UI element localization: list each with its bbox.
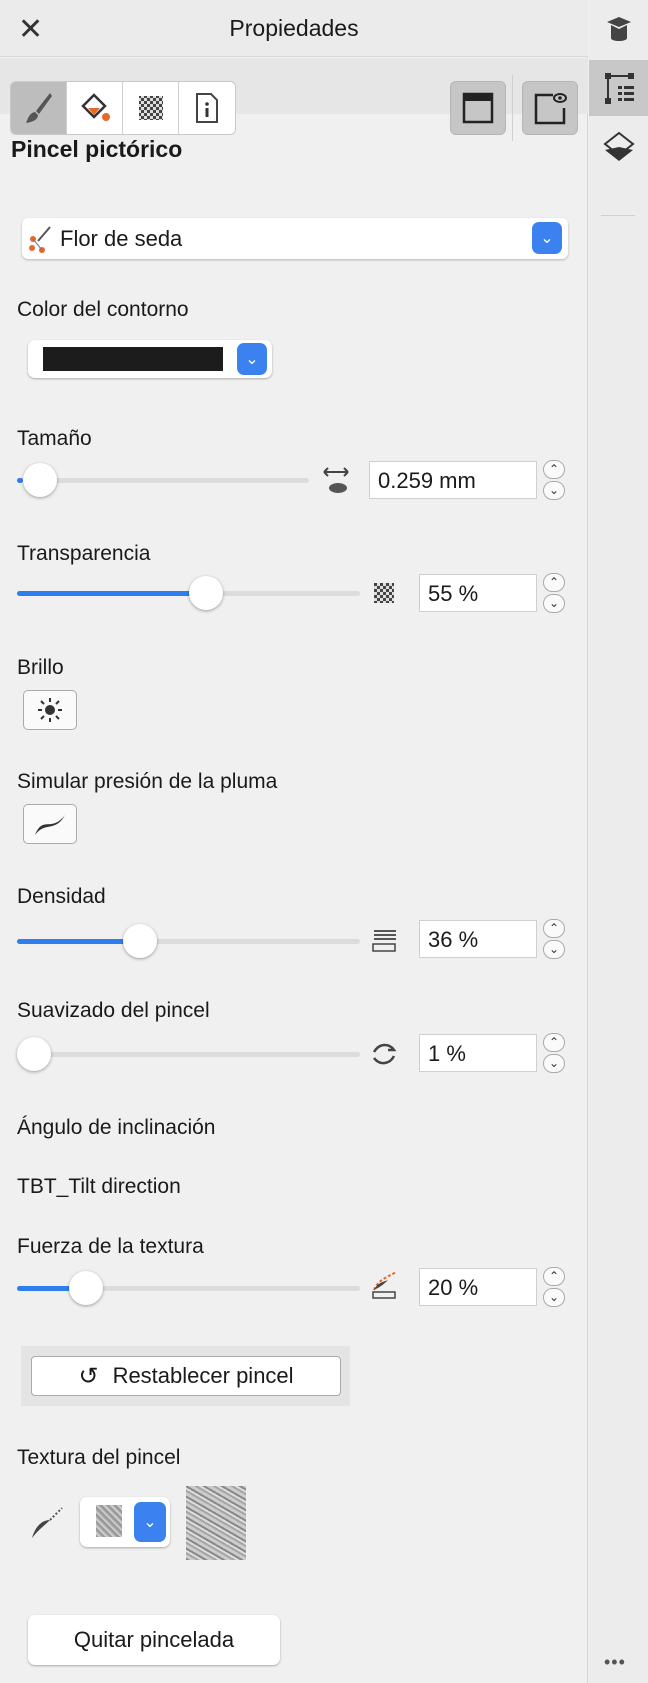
size-nib-icon	[323, 467, 349, 493]
slider-thumb[interactable]	[22, 463, 57, 497]
texture-strength-slider[interactable]	[17, 1271, 360, 1305]
density-icon	[372, 930, 396, 952]
density-input[interactable]: 36 %	[419, 920, 537, 958]
panel-title: Propiedades	[229, 15, 359, 41]
size-slider[interactable]	[17, 463, 309, 497]
slider-fill	[17, 1286, 86, 1291]
reset-icon: ↺	[78, 1362, 99, 1390]
tilt-angle-label: Ángulo de inclinación	[17, 1116, 216, 1139]
size-label: Tamaño	[17, 427, 92, 450]
transparency-icon	[138, 96, 163, 120]
smoothing-stepper[interactable]: ⌃ ⌄	[542, 1033, 566, 1073]
tab-transparency[interactable]	[123, 82, 179, 134]
section-heading: Pincel pictórico	[11, 136, 183, 162]
density-stepper[interactable]: ⌃ ⌄	[542, 919, 566, 959]
close-icon[interactable]: ✕	[18, 13, 44, 46]
brightness-label: Brillo	[17, 656, 64, 679]
tab-info[interactable]	[179, 82, 235, 134]
slider-thumb[interactable]	[123, 924, 158, 958]
tab-outline-brush[interactable]	[11, 82, 67, 134]
transparency-icon	[374, 583, 394, 603]
density-label: Densidad	[17, 885, 106, 908]
property-tabs	[10, 81, 236, 135]
texture-brush-icon	[32, 1507, 63, 1538]
chevron-down-icon[interactable]: ⌄	[237, 343, 267, 375]
frame-button[interactable]	[450, 81, 506, 135]
layers-icon	[602, 131, 635, 161]
density-slider[interactable]	[17, 924, 360, 958]
texture-strength-icon	[372, 1271, 397, 1299]
color-swatch	[43, 347, 223, 371]
hints-icon	[606, 17, 631, 41]
transparency-slider[interactable]	[17, 576, 360, 610]
frame-icon	[462, 92, 494, 124]
layers-button[interactable]	[589, 120, 648, 174]
chevron-down-icon[interactable]: ⌄	[532, 222, 562, 254]
preview-icon	[534, 93, 567, 125]
pressure-label: Simular presión de la pluma	[17, 770, 278, 793]
slider-fill	[17, 939, 141, 944]
pressure-curve-icon	[35, 815, 65, 835]
slider-thumb[interactable]	[68, 1271, 103, 1305]
brush-preset-value: Flor de seda	[60, 226, 183, 251]
hints-button[interactable]	[589, 2, 648, 56]
tab-fill[interactable]	[67, 82, 123, 134]
object-properties-button[interactable]	[589, 60, 648, 116]
smoothing-label: Suavizado del pincel	[17, 999, 210, 1022]
remove-stroke-button[interactable]: Quitar pincelada	[28, 1615, 280, 1665]
brush-preset-dropdown[interactable]: Flor de seda ⌄	[22, 218, 568, 259]
sun-icon	[38, 698, 62, 722]
info-icon	[196, 93, 218, 123]
texture-preview	[186, 1486, 246, 1560]
title-bar: ✕ Propiedades	[0, 0, 588, 57]
outline-color-label: Color del contorno	[17, 298, 189, 321]
object-properties-icon	[604, 73, 634, 104]
fill-icon	[80, 93, 110, 121]
transparency-input[interactable]: 55 %	[419, 574, 537, 612]
reset-brush-label: Restablecer pincel	[112, 1363, 294, 1388]
brush-icon	[25, 93, 52, 123]
size-stepper[interactable]: ⌃ ⌄	[542, 460, 566, 500]
transparency-stepper[interactable]: ⌃ ⌄	[542, 573, 566, 613]
more-icon[interactable]: •••	[604, 1652, 626, 1672]
texture-thumbnail	[96, 1505, 122, 1537]
texture-strength-stepper[interactable]: ⌃ ⌄	[542, 1267, 566, 1307]
texture-strength-input[interactable]: 20 %	[419, 1268, 537, 1306]
docker-sidebar: •••	[589, 0, 648, 1683]
slider-thumb[interactable]	[17, 1037, 51, 1071]
silk-flower-brush-icon	[29, 226, 51, 253]
chevron-down-icon[interactable]: ⌄	[134, 1502, 166, 1542]
slider-thumb[interactable]	[188, 576, 223, 610]
preview-button[interactable]	[522, 81, 578, 135]
reset-brush-button[interactable]: ↺ Restablecer pincel	[31, 1356, 341, 1396]
smoothing-slider[interactable]	[17, 1037, 360, 1071]
transparency-label: Transparencia	[17, 542, 151, 565]
toolbar-divider	[512, 75, 513, 141]
slider-fill	[17, 591, 206, 596]
slider-fill	[17, 478, 23, 483]
size-input[interactable]: 0.259 mm	[369, 461, 537, 499]
smoothing-icon	[372, 1043, 397, 1065]
brightness-button[interactable]	[23, 690, 77, 730]
sidebar-divider	[601, 215, 635, 216]
brush-texture-label: Textura del pincel	[17, 1446, 181, 1469]
texture-strength-label: Fuerza de la textura	[17, 1235, 204, 1258]
outline-color-picker[interactable]: ⌄	[28, 340, 272, 378]
tilt-direction-label: TBT_Tilt direction	[17, 1175, 181, 1198]
pressure-button[interactable]	[23, 804, 77, 844]
texture-picker[interactable]: ⌄	[80, 1497, 170, 1547]
properties-panel: ✕ Propiedades Pincel pictórico Flor de s…	[0, 0, 588, 1683]
smoothing-input[interactable]: 1 %	[419, 1034, 537, 1072]
